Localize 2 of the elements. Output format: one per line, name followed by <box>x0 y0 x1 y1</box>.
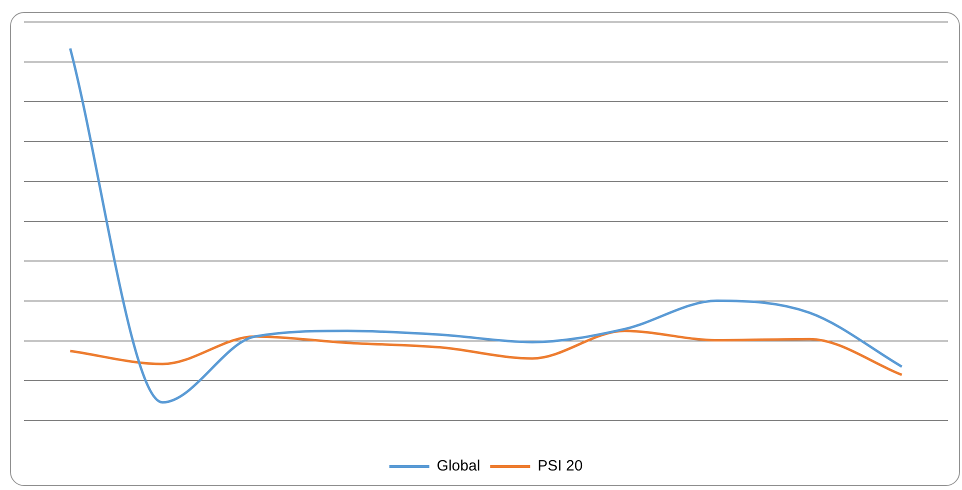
legend-label: PSI 20 <box>538 458 583 475</box>
legend-label: Global <box>436 458 480 475</box>
